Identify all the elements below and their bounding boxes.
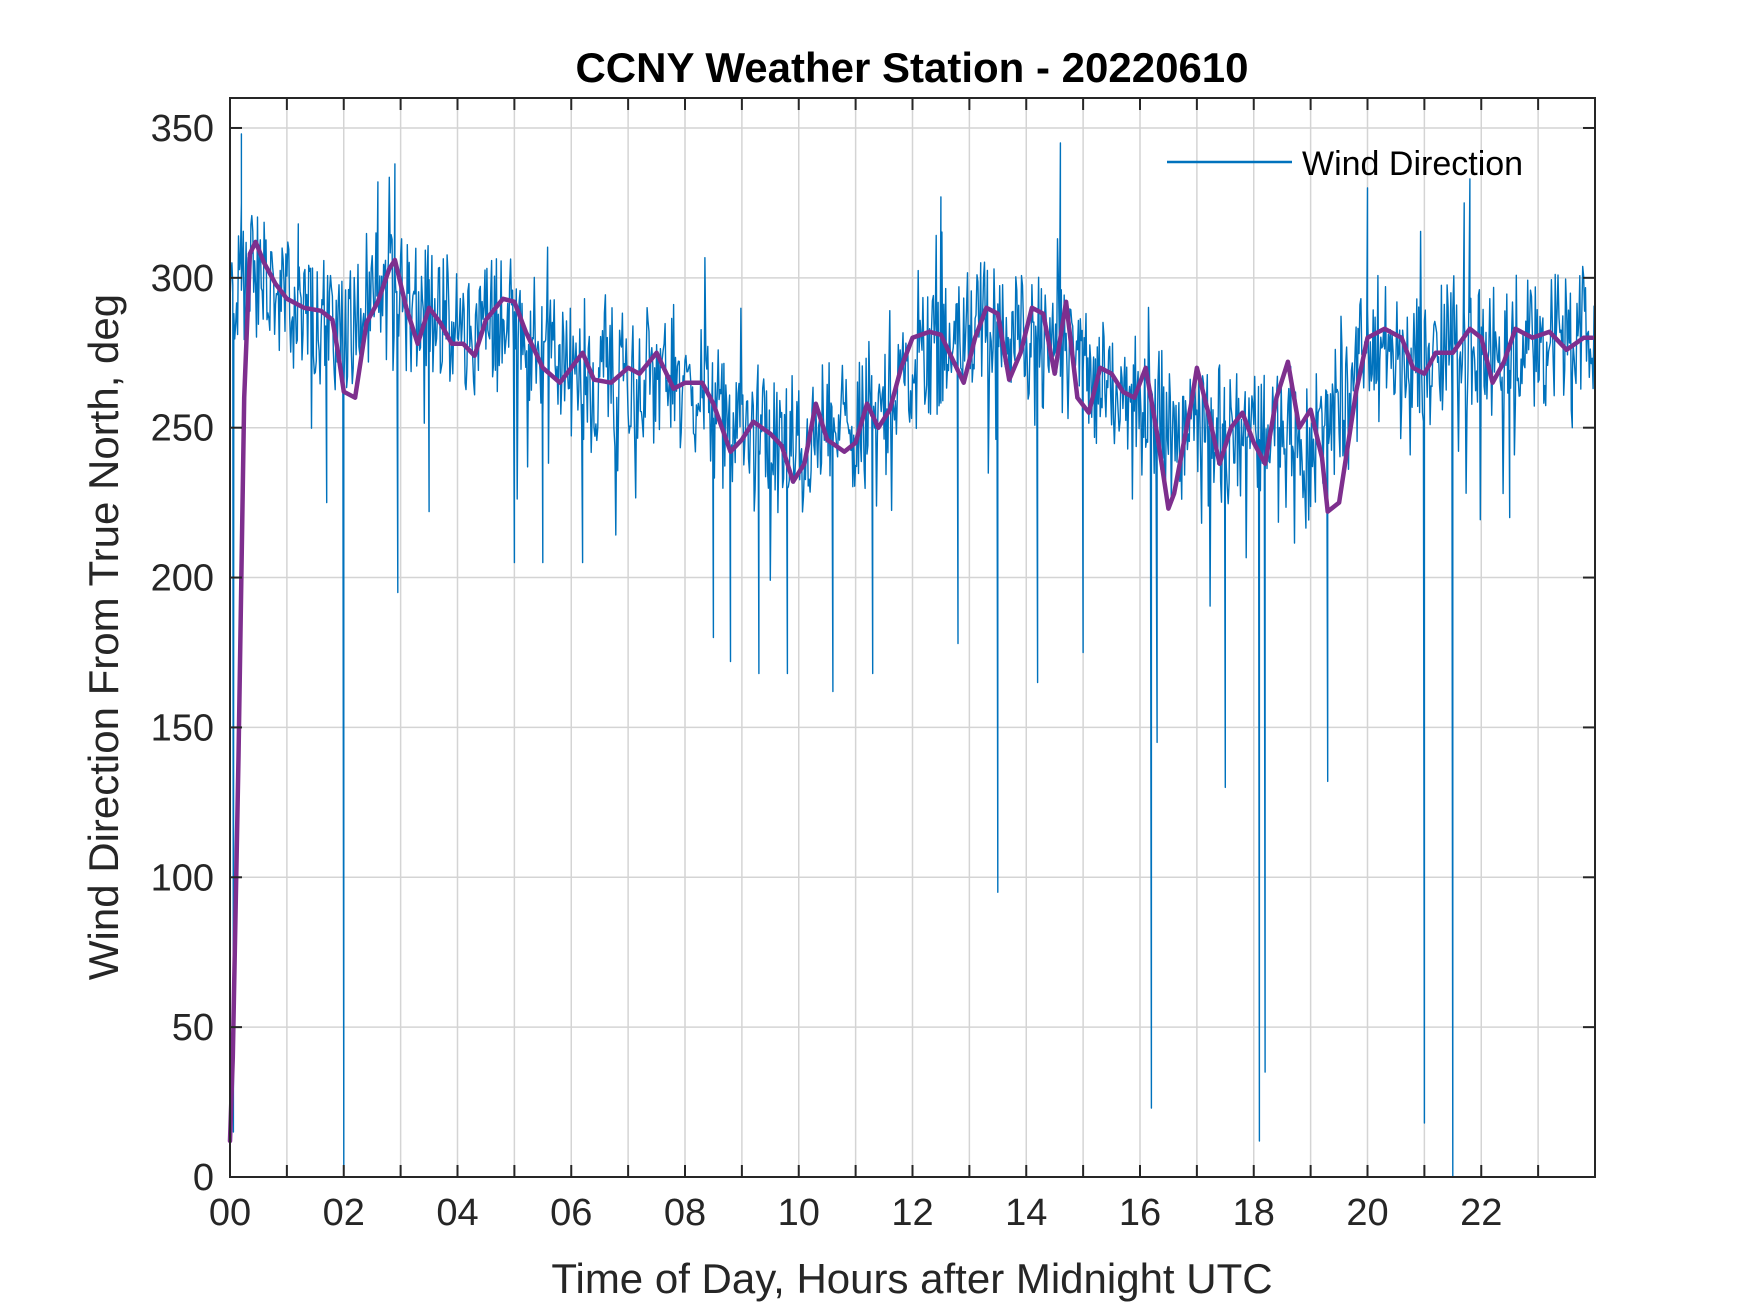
- y-tick-label: 350: [151, 108, 214, 150]
- x-tick-labels: 00 02 04 06 08 10 12 14 16 18 20 22: [209, 1192, 1503, 1234]
- y-tick-label: 0: [193, 1157, 214, 1199]
- x-tick-label: 16: [1119, 1192, 1161, 1234]
- x-axis-label: Time of Day, Hours after Midnight UTC: [551, 1255, 1272, 1302]
- x-tick-label: 14: [1005, 1192, 1047, 1234]
- y-tick-labels: 0 50 100 150 200 250 300 350: [151, 108, 214, 1199]
- x-tick-label: 04: [436, 1192, 478, 1234]
- plot-frame: [229, 97, 1596, 1178]
- x-tick-label: 06: [550, 1192, 592, 1234]
- y-axis-label: Wind Direction From True North, deg: [80, 294, 127, 980]
- x-tick-label: 20: [1346, 1192, 1388, 1234]
- series-running-mean: [227, 239, 1595, 1144]
- y-tick-label: 150: [151, 707, 214, 749]
- y-tick-label: 300: [151, 258, 214, 300]
- x-tick-label: 18: [1233, 1192, 1275, 1234]
- wind-direction-line: [229, 133, 1595, 1178]
- y-tick-label: 50: [172, 1007, 214, 1049]
- running-mean-line: [227, 239, 1595, 1144]
- y-tick-label: 100: [151, 857, 214, 899]
- y-tick-label: 200: [151, 558, 214, 600]
- y-tick-label: 250: [151, 408, 214, 450]
- x-tick-label: 22: [1460, 1192, 1502, 1234]
- x-tick-label: 08: [664, 1192, 706, 1234]
- grid-lines: [230, 98, 1595, 1177]
- legend: Wind Direction: [1167, 145, 1523, 183]
- chart-title: CCNY Weather Station - 20220610: [575, 44, 1248, 91]
- legend-label-wind-direction: Wind Direction: [1302, 145, 1523, 183]
- series-wind-direction: [229, 133, 1595, 1178]
- x-tick-label: 10: [778, 1192, 820, 1234]
- x-tick-label: 02: [323, 1192, 365, 1234]
- x-tick-label: 12: [891, 1192, 933, 1234]
- x-tick-label: 00: [209, 1192, 251, 1234]
